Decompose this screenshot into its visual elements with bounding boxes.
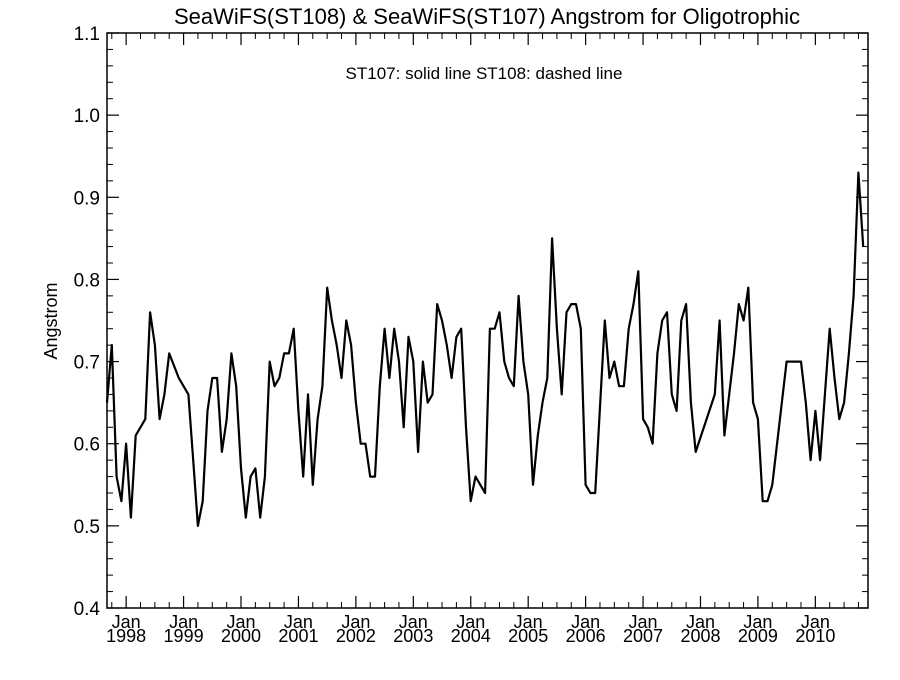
y-axis: 0.4 0.5 0.6 0.7 0.8 0.9 1.0 1.1	[74, 24, 868, 620]
x-tick-label-year: 2008	[680, 626, 720, 646]
x-tick-label-month: Jan	[226, 612, 255, 632]
y-tick-label: 0.9	[74, 188, 100, 209]
y-tick-label: 0.8	[74, 270, 100, 291]
x-tick-label-year: 2009	[738, 626, 778, 646]
y-axis-label: Angstrom	[41, 282, 61, 359]
y-tick-label: 0.7	[74, 353, 100, 374]
x-tick-label-month: Jan	[284, 612, 313, 632]
x-tick-label-month: Jan	[399, 612, 428, 632]
x-tick-label-month: Jan	[341, 612, 370, 632]
x-tick-label-year: 2006	[566, 626, 606, 646]
x-axis: Jan1998Jan1999Jan2000Jan2001Jan2002Jan20…	[106, 33, 859, 646]
x-tick-label-month: Jan	[456, 612, 485, 632]
x-tick-label-year: 2003	[393, 626, 433, 646]
x-tick-label-month: Jan	[169, 612, 198, 632]
x-tick-label-month: Jan	[571, 612, 600, 632]
y-tick-label: 1.1	[74, 24, 100, 45]
chart-title: SeaWiFS(ST108) & SeaWiFS(ST107) Angstrom…	[174, 4, 800, 29]
x-tick-label-month: Jan	[686, 612, 715, 632]
series-line	[105, 171, 865, 528]
x-tick-label-month: Jan	[743, 612, 772, 632]
x-tick-label-year: 2001	[278, 626, 318, 646]
y-tick-label: 0.5	[74, 517, 100, 538]
x-tick-label-year: 2005	[508, 626, 548, 646]
x-tick-label-month: Jan	[514, 612, 543, 632]
x-tick-label-year: 2007	[623, 626, 663, 646]
y-tick-label: 0.4	[74, 599, 101, 620]
x-tick-label-year: 2000	[221, 626, 261, 646]
x-tick-label-month: Jan	[801, 612, 830, 632]
x-tick-label-year: 2004	[451, 626, 491, 646]
x-tick-label-year: 2010	[795, 626, 835, 646]
x-tick-label-year: 1998	[106, 626, 146, 646]
chart-annotation: ST107: solid line ST108: dashed line	[346, 64, 623, 83]
x-tick-label-month: Jan	[629, 612, 658, 632]
y-tick-label: 1.0	[74, 106, 100, 127]
y-tick-label: 0.6	[74, 435, 100, 456]
series-layer	[105, 171, 865, 528]
x-tick-label-year: 1999	[164, 626, 204, 646]
plot-frame	[106, 32, 869, 609]
x-tick-label-year: 2002	[336, 626, 376, 646]
x-tick-label-month: Jan	[112, 612, 141, 632]
